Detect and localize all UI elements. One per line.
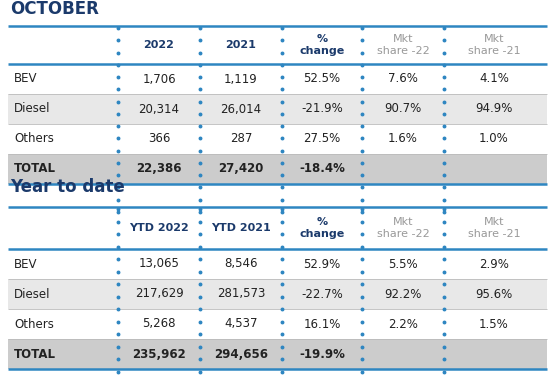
Text: 1,119: 1,119: [224, 73, 258, 86]
Text: 1.6%: 1.6%: [388, 133, 418, 146]
Text: 27.5%: 27.5%: [304, 133, 341, 146]
Text: -19.9%: -19.9%: [299, 348, 345, 361]
Text: 22,386: 22,386: [136, 162, 181, 175]
Text: YTD 2022: YTD 2022: [129, 223, 189, 233]
Text: 16.1%: 16.1%: [304, 317, 341, 330]
Text: 1.0%: 1.0%: [479, 133, 509, 146]
Text: 8,546: 8,546: [224, 257, 258, 270]
Bar: [8, 154, 547, 184]
Text: Mkt
share -21: Mkt share -21: [468, 34, 521, 56]
Text: 1.5%: 1.5%: [479, 317, 509, 330]
Text: TOTAL: TOTAL: [14, 162, 56, 175]
Text: Mkt
share -22: Mkt share -22: [377, 217, 430, 239]
Text: -18.4%: -18.4%: [299, 162, 345, 175]
Bar: [8, 124, 547, 154]
Text: 2021: 2021: [225, 40, 256, 50]
Text: Diesel: Diesel: [14, 288, 51, 301]
Text: Mkt
share -21: Mkt share -21: [468, 217, 521, 239]
Text: 26,014: 26,014: [220, 102, 261, 115]
Text: 5,268: 5,268: [142, 317, 176, 330]
Bar: [8, 309, 547, 339]
Text: 4.1%: 4.1%: [479, 73, 509, 86]
Bar: [8, 279, 547, 309]
Text: 2022: 2022: [144, 40, 174, 50]
Text: 92.2%: 92.2%: [384, 288, 422, 301]
Text: Others: Others: [14, 133, 54, 146]
Bar: [8, 64, 547, 94]
Text: OCTOBER: OCTOBER: [10, 0, 99, 18]
Text: 7.6%: 7.6%: [388, 73, 418, 86]
Text: 287: 287: [230, 133, 252, 146]
Text: 2.2%: 2.2%: [388, 317, 418, 330]
Text: 52.9%: 52.9%: [304, 257, 341, 270]
Bar: [8, 249, 547, 279]
Text: 281,573: 281,573: [217, 288, 265, 301]
Text: 4,537: 4,537: [224, 317, 258, 330]
Text: BEV: BEV: [14, 257, 38, 270]
Bar: [8, 207, 547, 249]
Text: 95.6%: 95.6%: [476, 288, 513, 301]
Text: BEV: BEV: [14, 73, 38, 86]
Text: 27,420: 27,420: [218, 162, 264, 175]
Text: 94.9%: 94.9%: [475, 102, 513, 115]
Bar: [8, 94, 547, 124]
Text: Mkt
share -22: Mkt share -22: [377, 34, 430, 56]
Text: 2.9%: 2.9%: [479, 257, 509, 270]
Text: Diesel: Diesel: [14, 102, 51, 115]
Text: 13,065: 13,065: [139, 257, 179, 270]
Bar: [8, 339, 547, 369]
Text: 217,629: 217,629: [135, 288, 183, 301]
Text: 52.5%: 52.5%: [304, 73, 341, 86]
Text: 294,656: 294,656: [214, 348, 268, 361]
Bar: [8, 26, 547, 64]
Text: YTD 2021: YTD 2021: [211, 223, 271, 233]
Text: 90.7%: 90.7%: [385, 102, 422, 115]
Text: -21.9%: -21.9%: [301, 102, 343, 115]
Text: 5.5%: 5.5%: [388, 257, 418, 270]
Text: Others: Others: [14, 317, 54, 330]
Text: %
change: % change: [299, 34, 345, 56]
Text: 1,706: 1,706: [142, 73, 176, 86]
Text: Year to date: Year to date: [10, 178, 125, 196]
Text: %
change: % change: [299, 217, 345, 239]
Text: 366: 366: [148, 133, 170, 146]
Text: 235,962: 235,962: [132, 348, 186, 361]
Text: -22.7%: -22.7%: [301, 288, 343, 301]
Text: 20,314: 20,314: [139, 102, 179, 115]
Text: TOTAL: TOTAL: [14, 348, 56, 361]
